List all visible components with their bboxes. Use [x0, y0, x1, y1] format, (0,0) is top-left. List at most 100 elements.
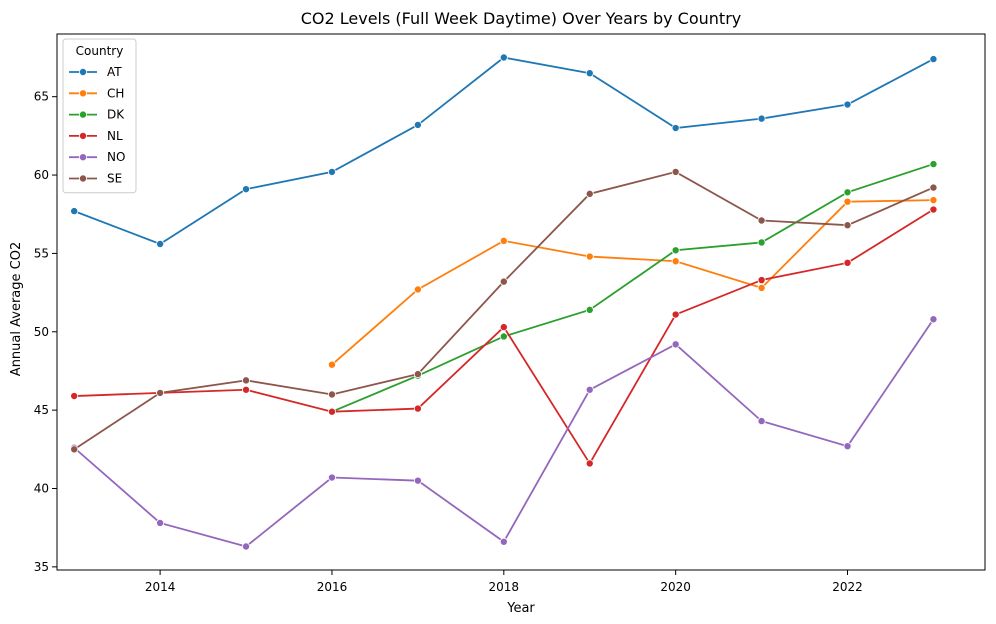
x-tick-label: 2014: [145, 580, 176, 594]
data-point-NO-2016: [327, 473, 336, 482]
data-point-AT-2017: [413, 120, 422, 129]
data-point-CH-2017: [413, 285, 422, 294]
legend-marker: [79, 110, 88, 119]
legend-label: DK: [107, 108, 125, 122]
y-tick-label: 65: [34, 90, 49, 104]
y-tick-label: 55: [34, 246, 49, 260]
data-point-DK-2021: [757, 238, 766, 247]
legend-box: [62, 38, 137, 194]
data-point-NO-2015: [242, 542, 251, 551]
data-point-NO-2019: [585, 385, 594, 394]
legend-marker: [79, 153, 88, 162]
data-point-DK-2018: [499, 332, 508, 341]
y-axis-label: Annual Average CO2: [9, 242, 24, 376]
data-point-AT-2016: [327, 167, 336, 176]
data-point-CH-2021: [757, 283, 766, 292]
data-point-NO-2022: [843, 442, 852, 451]
series-line-CH: [331, 199, 934, 366]
data-point-SE-2014: [156, 388, 165, 397]
data-point-CH-2019: [585, 252, 594, 261]
data-point-CH-2016: [327, 360, 336, 369]
data-point-SE-2022: [843, 221, 852, 230]
data-point-DK-2023: [929, 160, 938, 169]
data-point-AT-2015: [242, 185, 251, 194]
y-tick-label: 45: [34, 403, 49, 417]
data-point-NL-2020: [671, 310, 680, 319]
legend-marker: [79, 89, 88, 98]
legend-label: NL: [107, 129, 123, 143]
y-tick-label: 50: [34, 325, 49, 339]
data-point-NO-2020: [671, 340, 680, 349]
series-SE: [70, 167, 938, 454]
series-line-AT: [73, 56, 934, 246]
legend: Country AT CH DK NL NO SE: [62, 38, 137, 194]
data-point-AT-2022: [843, 100, 852, 109]
data-point-AT-2020: [671, 124, 680, 133]
data-point-SE-2021: [757, 216, 766, 225]
data-point-NL-2023: [929, 205, 938, 214]
x-tick-label: 2022: [832, 580, 863, 594]
data-point-NL-2018: [499, 323, 508, 332]
data-point-SE-2020: [671, 167, 680, 176]
legend-item-CH: CH: [69, 86, 124, 100]
legend-marker: [79, 68, 88, 77]
x-axis-label: Year: [506, 601, 535, 616]
data-point-SE-2013: [70, 445, 79, 454]
legend-item-SE: SE: [69, 172, 122, 186]
y-tick-label: 60: [34, 168, 49, 182]
series-line-DK: [331, 163, 934, 413]
legend-title: Country: [76, 44, 124, 58]
x-tick-label: 2020: [660, 580, 691, 594]
series-line-SE: [73, 170, 934, 451]
data-point-NL-2022: [843, 258, 852, 267]
data-point-NO-2017: [413, 476, 422, 485]
legend-item-NO: NO: [69, 150, 125, 164]
data-point-NL-2019: [585, 459, 594, 468]
data-point-NL-2013: [70, 392, 79, 401]
data-point-AT-2014: [156, 240, 165, 249]
data-point-SE-2015: [242, 376, 251, 385]
data-point-AT-2019: [585, 69, 594, 78]
series-NL: [70, 205, 938, 468]
data-point-CH-2018: [499, 236, 508, 245]
data-point-NO-2021: [757, 417, 766, 426]
data-point-NO-2023: [929, 315, 938, 324]
y-tick-label: 35: [34, 560, 49, 574]
data-point-SE-2023: [929, 183, 938, 192]
data-point-AT-2021: [757, 114, 766, 123]
data-point-SE-2019: [585, 189, 594, 198]
series-CH: [327, 196, 938, 369]
plot-frame: [56, 33, 986, 571]
data-point-NO-2018: [499, 537, 508, 546]
data-point-NL-2016: [327, 407, 336, 416]
data-point-AT-2023: [929, 55, 938, 64]
series-NO: [70, 315, 938, 551]
chart-title: CO2 Levels (Full Week Daytime) Over Year…: [301, 9, 742, 28]
legend-item-DK: DK: [69, 108, 125, 122]
legend-item-NL: NL: [69, 129, 123, 143]
legend-label: AT: [107, 65, 122, 79]
data-point-AT-2018: [499, 53, 508, 62]
legend-label: SE: [107, 172, 122, 186]
series-AT: [70, 53, 938, 249]
data-point-NL-2017: [413, 404, 422, 413]
legend-label: CH: [107, 86, 124, 100]
x-tick-label: 2018: [489, 580, 520, 594]
legend-marker: [79, 174, 88, 183]
data-point-DK-2020: [671, 246, 680, 255]
data-point-CH-2023: [929, 196, 938, 205]
series-line-NO: [73, 318, 935, 548]
data-point-CH-2022: [843, 197, 852, 206]
data-point-CH-2020: [671, 257, 680, 266]
data-point-AT-2013: [70, 207, 79, 216]
data-point-NL-2015: [242, 385, 251, 394]
x-tick-label: 2016: [317, 580, 348, 594]
legend-label: NO: [107, 150, 125, 164]
plot-area: 2014 2016 2018 2020 2022 35 40 45 50 55 60 65: [34, 33, 986, 594]
data-point-DK-2019: [585, 305, 594, 314]
y-tick-label: 40: [34, 482, 49, 496]
data-point-NO-2014: [156, 518, 165, 527]
data-point-SE-2017: [413, 370, 422, 379]
data-point-SE-2016: [327, 390, 336, 399]
